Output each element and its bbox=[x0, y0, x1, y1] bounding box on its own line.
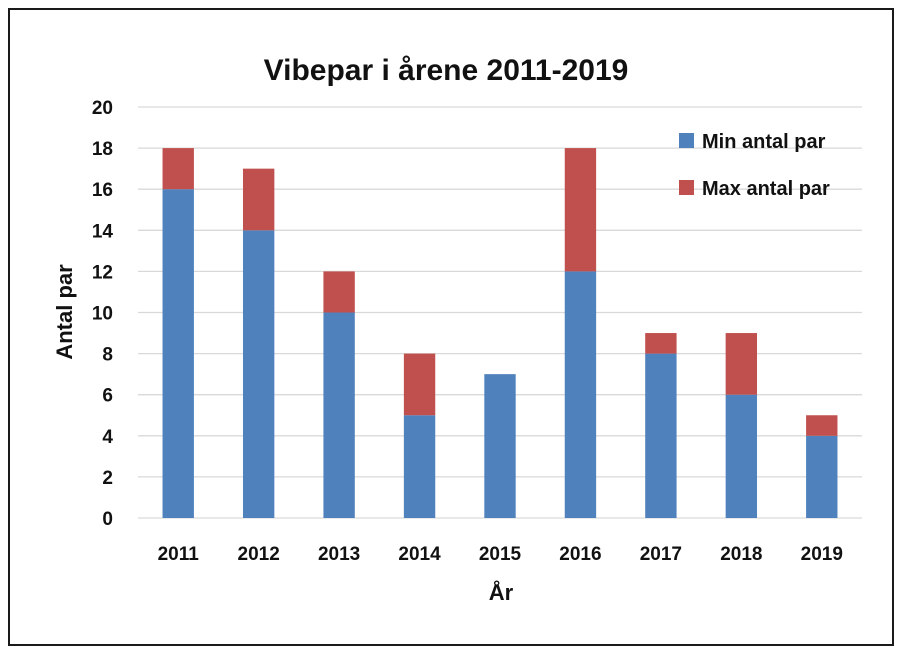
bar-2013-max bbox=[323, 271, 355, 313]
legend: Min antal par Max antal par bbox=[679, 131, 830, 200]
x-tick-label: 2019 bbox=[801, 544, 843, 565]
y-tick-label: 8 bbox=[102, 345, 113, 366]
bar-2017-max bbox=[645, 333, 677, 354]
x-tick-label: 2012 bbox=[238, 544, 280, 565]
legend-label-min: Min antal par bbox=[702, 131, 826, 153]
y-tick-label: 4 bbox=[102, 427, 113, 448]
x-tick-label: 2013 bbox=[318, 544, 360, 565]
bar-2015-min bbox=[484, 374, 516, 518]
x-tick-label: 2011 bbox=[158, 544, 200, 565]
x-tick-label: 2018 bbox=[720, 544, 762, 565]
bar-2018-min bbox=[725, 394, 758, 518]
y-axis-label: Antal par bbox=[52, 264, 77, 360]
y-tick-label: 10 bbox=[92, 304, 113, 325]
y-tick-label: 0 bbox=[102, 509, 113, 530]
y-tick-label: 20 bbox=[92, 98, 113, 119]
chart-title: Vibepar i årene 2011-2019 bbox=[264, 54, 629, 87]
x-tick-label: 2017 bbox=[640, 544, 682, 565]
x-tick-labels: 2011 2012 2013 2014 2015 2016 2017 2018 2019 bbox=[158, 544, 843, 565]
bar-2011-max bbox=[162, 148, 194, 190]
y-tick-label: 16 bbox=[92, 180, 113, 201]
bar-2019-max bbox=[806, 415, 838, 436]
bar-2017-min bbox=[645, 353, 677, 518]
x-tick-label: 2016 bbox=[559, 544, 601, 565]
legend-swatch-min bbox=[679, 133, 694, 148]
y-tick-label: 6 bbox=[102, 386, 113, 407]
bar-2014-max bbox=[403, 353, 436, 416]
bar-2014-min bbox=[403, 415, 436, 518]
bar-2016-min bbox=[564, 271, 597, 518]
bar-2018-max bbox=[725, 333, 758, 395]
legend-swatch-max bbox=[679, 180, 694, 195]
x-tick-label: 2014 bbox=[398, 544, 441, 565]
y-tick-labels: 0 2 4 6 8 10 12 14 16 18 20 bbox=[92, 98, 114, 530]
bar-2012-max bbox=[242, 168, 275, 231]
y-tick-label: 12 bbox=[92, 262, 113, 283]
bar-2012-min bbox=[242, 230, 275, 519]
x-axis-label: År bbox=[489, 579, 514, 605]
y-tick-label: 14 bbox=[92, 221, 114, 242]
bar-2011-min bbox=[162, 189, 194, 518]
bar-2019-min bbox=[806, 435, 838, 518]
y-tick-label: 18 bbox=[92, 139, 113, 160]
bar-2016-max bbox=[564, 148, 597, 272]
legend-label-max: Max antal par bbox=[702, 178, 830, 200]
bar-2013-min bbox=[323, 312, 355, 518]
x-tick-label: 2015 bbox=[479, 544, 522, 565]
y-tick-label: 2 bbox=[102, 468, 113, 489]
chart-frame bbox=[8, 8, 894, 646]
bars bbox=[162, 148, 838, 519]
